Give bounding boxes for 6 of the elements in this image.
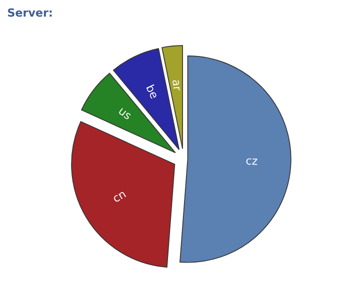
slice-label: cz <box>246 158 258 165</box>
slice-label: be <box>146 84 160 100</box>
slice-label: cn <box>112 191 126 203</box>
chart-title: Server: <box>8 8 52 17</box>
slice-label: us <box>118 108 132 120</box>
slice-label: ar <box>172 80 180 92</box>
